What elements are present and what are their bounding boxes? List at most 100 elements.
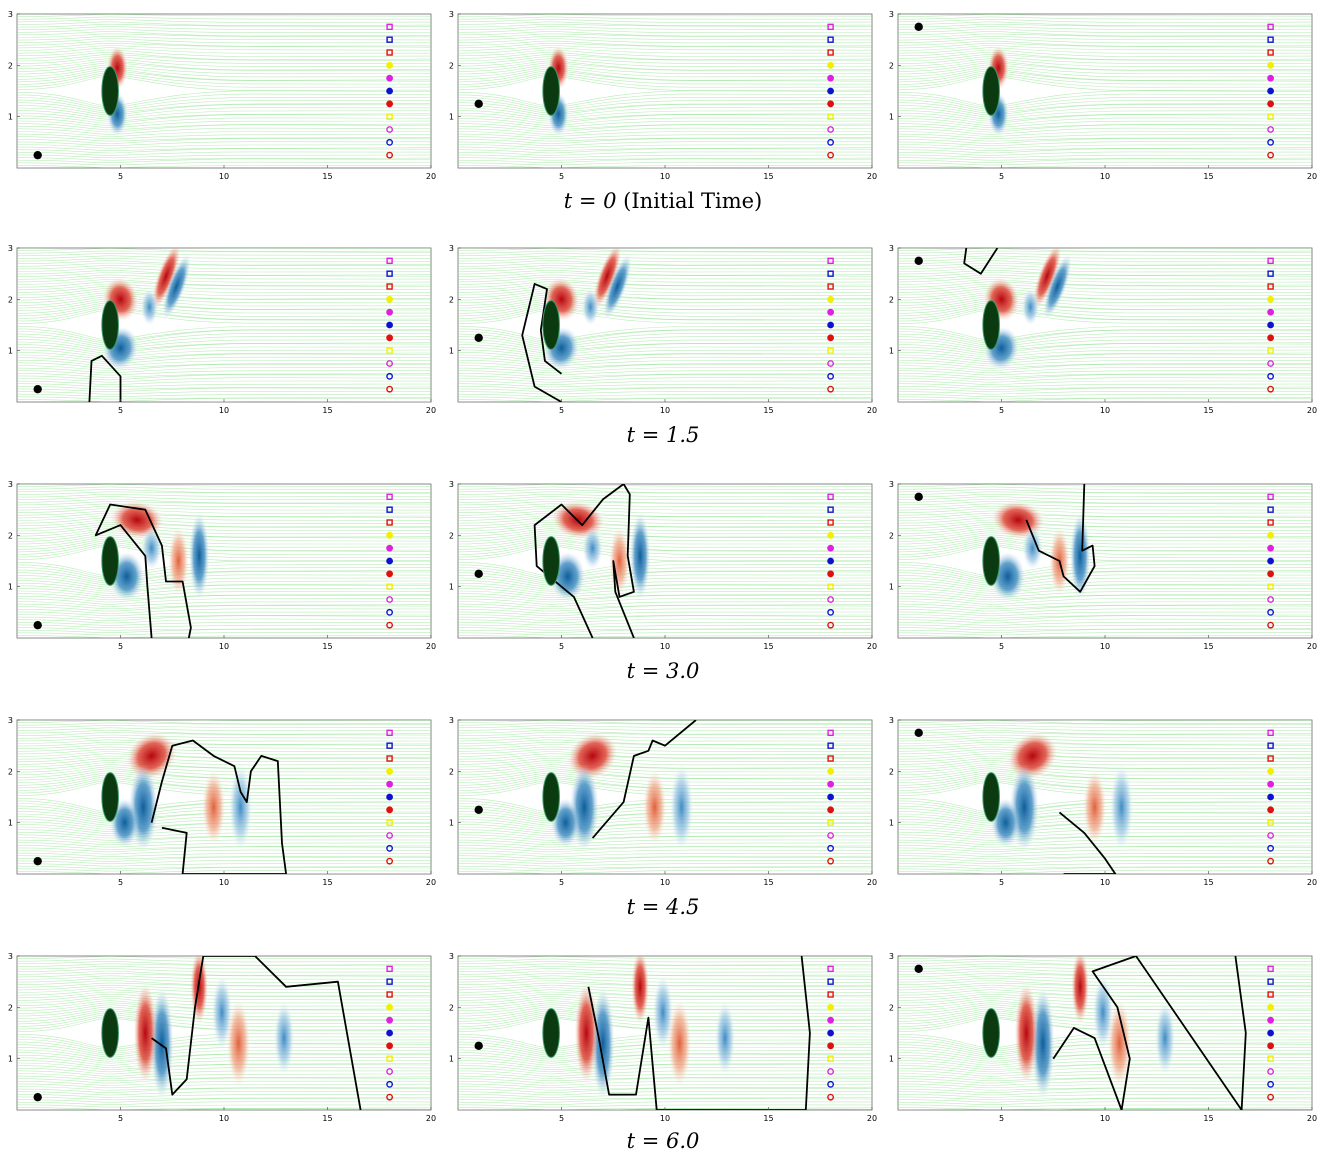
vortex-positive <box>168 527 189 595</box>
streamline <box>17 503 431 508</box>
x-tick-label: 5 <box>118 642 123 651</box>
streamline <box>17 1006 431 1017</box>
streamline <box>898 1008 1312 1021</box>
streamline <box>17 1080 431 1086</box>
streamline <box>458 846 872 853</box>
marker-circle <box>827 61 834 69</box>
streamline <box>458 1080 872 1086</box>
streamline <box>898 1108 1312 1110</box>
marker-circle <box>386 87 393 95</box>
streamline <box>17 859 431 865</box>
streamline <box>17 138 431 144</box>
streamline <box>17 505 431 511</box>
streamline <box>458 491 872 495</box>
streamline <box>17 16 431 20</box>
material-front <box>88 354 122 402</box>
marker-square <box>1267 519 1274 526</box>
x-tick-label: 5 <box>559 406 564 415</box>
streamline <box>458 1101 872 1106</box>
streamline <box>898 1075 1312 1082</box>
x-tick-label: 10 <box>219 1114 229 1123</box>
streamline <box>17 28 431 34</box>
streamline <box>898 493 1312 498</box>
streamline <box>458 753 872 760</box>
streamline <box>898 615 1312 621</box>
streamline <box>898 1091 1312 1096</box>
marker-circle <box>827 767 834 775</box>
streamline <box>458 839 872 846</box>
y-tick-label: 1 <box>449 113 454 122</box>
marker-square <box>386 257 393 265</box>
material-front <box>150 739 287 874</box>
x-tick-label: 5 <box>999 172 1004 181</box>
streamline <box>458 748 872 755</box>
streamline <box>17 14 431 17</box>
streamline <box>458 158 872 164</box>
streamline <box>458 501 872 506</box>
x-tick-label: 20 <box>1307 406 1317 415</box>
streamline <box>898 498 1312 504</box>
y-tick-label: 2 <box>8 767 13 776</box>
streamline <box>458 262 872 267</box>
marker-circle <box>386 621 393 629</box>
marker-circle <box>827 151 834 159</box>
marker-square <box>1267 583 1274 590</box>
vortex-positive <box>133 983 157 1083</box>
streamline <box>898 1096 1312 1101</box>
streamline <box>898 739 1312 745</box>
streamline <box>17 157 431 161</box>
marker-circle <box>386 1093 393 1101</box>
streamline <box>17 374 431 381</box>
streamline <box>898 276 1312 283</box>
streamline <box>17 722 431 726</box>
marker-square <box>1267 257 1274 265</box>
marker-column <box>1267 965 1274 1101</box>
streamline <box>458 870 872 874</box>
streamline <box>17 276 431 283</box>
streamline <box>898 386 1312 390</box>
streamline <box>458 614 872 619</box>
streamline <box>898 1060 1312 1068</box>
streamline <box>898 33 1312 38</box>
x-tick-label: 15 <box>322 1114 332 1123</box>
streamline <box>458 33 872 38</box>
streamline <box>458 751 872 759</box>
obstacle <box>982 66 1000 116</box>
marker-circle <box>1267 360 1274 367</box>
streamline <box>458 834 872 841</box>
marker-column <box>827 965 834 1101</box>
source-point <box>33 150 42 160</box>
streamline <box>458 849 872 855</box>
streamline <box>458 148 872 154</box>
streamline <box>458 486 872 490</box>
streamline <box>898 614 1312 619</box>
panel-r3-c1: 5 10 15 20 1 2 3 <box>449 716 877 887</box>
y-tick-label: 1 <box>8 347 13 356</box>
streamline <box>17 865 431 870</box>
streamline <box>17 627 431 631</box>
streamline <box>898 603 1312 610</box>
streamline <box>458 26 872 30</box>
streamline <box>898 401 1312 402</box>
streamline <box>17 1060 431 1068</box>
x-tick-label: 5 <box>118 172 123 181</box>
obstacle <box>101 300 119 350</box>
y-tick-label: 1 <box>449 583 454 592</box>
streamline <box>898 865 1312 870</box>
marker-circle <box>386 596 393 603</box>
vortex-negative <box>140 288 159 326</box>
streamline <box>17 260 431 266</box>
streamline <box>898 491 1312 495</box>
streamline <box>17 1107 431 1110</box>
obstacle <box>982 772 1000 822</box>
streamline <box>17 496 431 501</box>
streamline <box>17 131 431 137</box>
marker-circle <box>827 596 834 603</box>
streamline <box>458 16 872 20</box>
marker-circle <box>1267 1042 1274 1050</box>
marker-square <box>1267 755 1274 762</box>
streamline <box>458 593 872 601</box>
streamline <box>898 131 1312 137</box>
source-point <box>33 856 42 866</box>
vortex-negative <box>1021 288 1040 326</box>
